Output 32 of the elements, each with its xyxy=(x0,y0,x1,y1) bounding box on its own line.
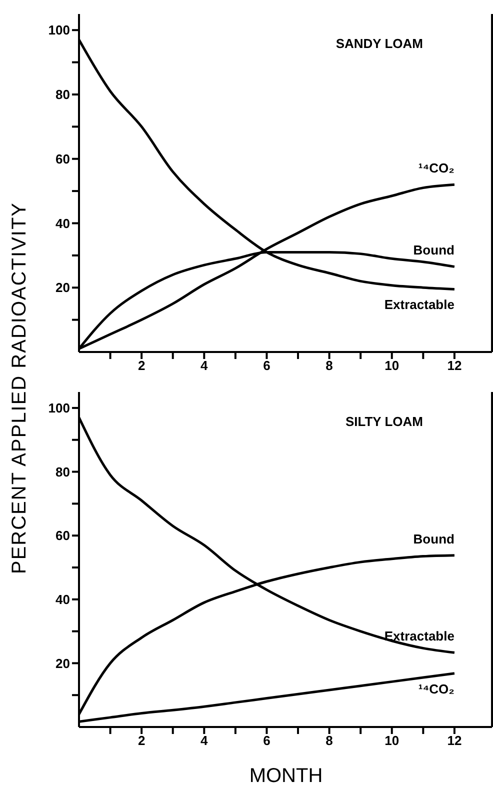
y-tick-label: 80 xyxy=(56,464,70,480)
x-tick-label: 12 xyxy=(447,358,462,374)
y-tick-label: 100 xyxy=(48,22,70,38)
x-tick-label: 10 xyxy=(384,733,400,748)
y-tick-label: 20 xyxy=(56,280,70,296)
x-tick-label: 2 xyxy=(138,733,146,748)
x-tick-label: 8 xyxy=(326,358,333,374)
y-tick-label: 60 xyxy=(56,151,70,166)
x-tick-label: 12 xyxy=(447,733,462,748)
series-label: Bound xyxy=(413,242,455,258)
annotation: SILTY LOAM xyxy=(345,414,423,429)
x-axis-title: MONTH xyxy=(248,765,324,788)
series-label: Extractable xyxy=(384,297,454,312)
y-tick-label: 40 xyxy=(56,592,70,607)
series-label: ¹⁴CO₂ xyxy=(418,681,455,696)
y-tick-label: 60 xyxy=(56,528,70,544)
x-tick-label: 4 xyxy=(200,358,209,374)
x-tick-label: 10 xyxy=(384,358,400,374)
x-tick-label: 6 xyxy=(263,733,270,748)
y-tick-label: 80 xyxy=(56,87,70,102)
y-tick-label: 100 xyxy=(48,400,70,416)
x-tick-label: 8 xyxy=(326,733,333,748)
x-tick-label: 6 xyxy=(263,358,270,374)
series-label: Extractable xyxy=(384,628,454,644)
x-tick-label: 2 xyxy=(138,358,146,374)
y-axis-title: PERCENT APPLIED RADIOACTIVITY xyxy=(8,202,32,574)
series-label: ¹⁴CO₂ xyxy=(418,160,455,176)
y-tick-label: 20 xyxy=(56,656,70,671)
y-tick-label: 40 xyxy=(56,216,70,231)
series-label: Bound xyxy=(413,531,455,546)
x-tick-label: 4 xyxy=(200,733,209,748)
annotation: SANDY LOAM xyxy=(336,36,423,51)
